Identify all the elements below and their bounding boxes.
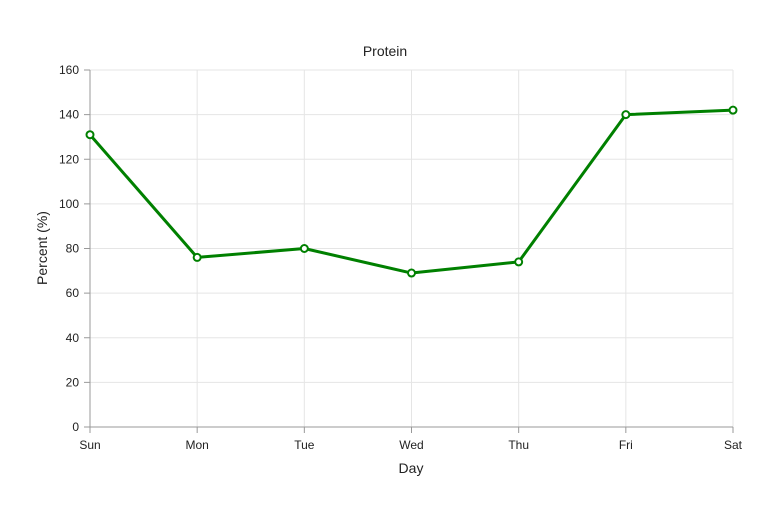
- y-tick-label: 140: [59, 108, 79, 122]
- y-tick-label: 0: [72, 420, 79, 434]
- x-tick-label: Sat: [724, 438, 743, 452]
- x-tick-label: Sun: [79, 438, 100, 452]
- y-tick-label: 20: [66, 375, 80, 389]
- y-gridlines: [84, 69, 733, 428]
- y-tick-label: 80: [66, 242, 80, 256]
- x-tick-label: Fri: [619, 438, 633, 452]
- x-tick-labels: Sun Mon Tue Wed Thu Fri Sat: [79, 438, 742, 452]
- x-tick-label: Mon: [185, 438, 208, 452]
- data-point[interactable]: [407, 268, 416, 278]
- data-point[interactable]: [299, 244, 309, 253]
- data-point[interactable]: [192, 252, 202, 262]
- data-series: [85, 105, 738, 278]
- y-tick-label: 40: [66, 331, 80, 345]
- y-tick-label: 160: [59, 63, 79, 77]
- x-gridlines: [89, 70, 734, 433]
- data-point[interactable]: [621, 110, 631, 120]
- chart-title: Protein: [363, 43, 407, 59]
- y-tick-labels: 0 20 40 60 80 100 120 140 160: [59, 63, 79, 434]
- y-tick-label: 120: [59, 152, 79, 166]
- data-point[interactable]: [85, 130, 95, 140]
- data-point[interactable]: [728, 105, 738, 115]
- x-tick-label: Wed: [399, 438, 423, 452]
- x-tick-label: Thu: [508, 438, 529, 452]
- y-tick-label: 100: [59, 197, 79, 211]
- x-axis-title: Day: [399, 460, 424, 476]
- x-tick-label: Tue: [294, 438, 315, 452]
- y-axis-title: Percent (%): [34, 211, 50, 285]
- y-tick-label: 60: [66, 286, 80, 300]
- data-point[interactable]: [514, 257, 524, 267]
